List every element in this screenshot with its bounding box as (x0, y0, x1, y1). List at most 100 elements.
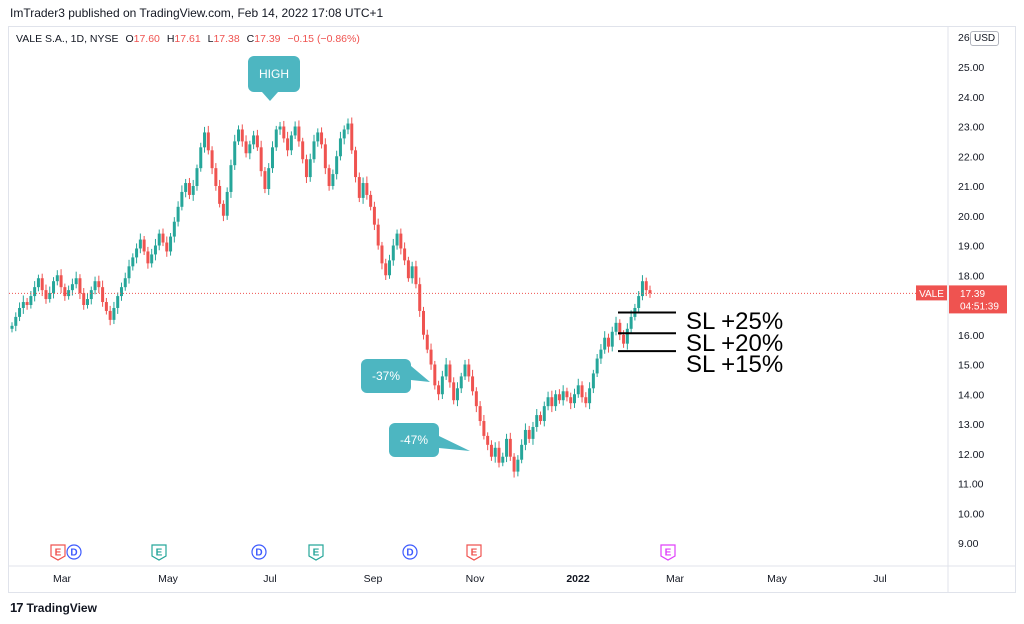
candle-body (440, 376, 444, 395)
y-tick-label: 18.00 (958, 270, 984, 282)
callout-label: -47% (400, 433, 428, 447)
callout-label: -37% (372, 369, 400, 383)
chart-frame (8, 26, 1016, 593)
y-tick-label: 11.00 (958, 479, 984, 491)
candle-body (10, 325, 14, 329)
candle-body (248, 144, 252, 154)
candle-body (482, 421, 486, 436)
candle-body (550, 397, 554, 407)
candle-body (150, 254, 154, 264)
earnings-event-icon (660, 544, 676, 561)
candle-body (252, 135, 256, 145)
candle-body (452, 382, 456, 401)
candle-body (418, 284, 422, 311)
symbol-legend: VALE S.A., 1D, NYSE O17.60 H17.61 L17.38… (16, 33, 360, 45)
candle-body (184, 183, 188, 192)
candle-body (131, 257, 135, 267)
y-tick-label: 22.00 (958, 151, 984, 163)
candle-body (467, 364, 471, 377)
candle-body (565, 391, 569, 398)
candle-body (516, 459, 520, 472)
candle-body (89, 290, 93, 300)
high-label: H (166, 33, 175, 45)
candle-body (546, 397, 550, 407)
event-letter: E (156, 548, 163, 559)
candle-body (70, 284, 74, 291)
candle-body (512, 456, 516, 472)
candle-body (218, 186, 222, 204)
x-tick-label: 2022 (566, 573, 590, 585)
currency-button[interactable]: USD (970, 31, 1000, 46)
candle-body (459, 376, 463, 389)
candle-body (119, 287, 123, 297)
candle-body (138, 239, 142, 249)
candle-body (595, 358, 599, 374)
candle-body (414, 266, 418, 285)
change-value: −0.15 (−0.86%) (287, 33, 360, 45)
candle-body (221, 203, 225, 216)
candle-body (463, 364, 467, 377)
symbol-name: VALE S.A., 1D, NYSE (16, 33, 119, 45)
y-tick-label: 24.00 (958, 92, 984, 104)
y-tick-label: 19.00 (958, 241, 984, 253)
candle-body (104, 302, 108, 311)
earnings-event-icon (466, 544, 482, 561)
candle-body (471, 376, 475, 392)
candle-body (161, 233, 165, 243)
candle-body (527, 429, 531, 439)
candle-body (63, 287, 67, 297)
candle-body (554, 394, 558, 407)
earnings-event-icon (50, 544, 66, 561)
candle-body (486, 435, 490, 445)
candle-body (561, 391, 565, 401)
candle-body (312, 141, 316, 160)
candle-body (112, 307, 116, 320)
candle-body (327, 168, 331, 186)
candle-body (388, 260, 392, 276)
candle-body (304, 159, 308, 178)
y-tick-label: 25.00 (958, 62, 984, 74)
candle-body (588, 388, 592, 404)
candle-body (637, 296, 641, 308)
candle-body (78, 278, 82, 294)
candle-body (52, 281, 56, 294)
candle-body (267, 168, 271, 189)
candle-body (380, 245, 384, 264)
candle-body (425, 334, 429, 350)
close-label: C (246, 33, 255, 45)
candle-body (214, 168, 218, 186)
candle-body (229, 165, 233, 192)
callout-box (389, 423, 439, 457)
x-tick-label: May (767, 573, 788, 585)
open-value: 17.60 (133, 33, 160, 45)
event-letter: D (406, 548, 413, 559)
candle-body (135, 248, 139, 258)
candle-body (86, 299, 90, 305)
x-tick-label: Sep (364, 573, 383, 585)
y-tick-label: 12.00 (958, 449, 984, 461)
callout-label: HIGH (259, 67, 289, 81)
candle-body (191, 186, 195, 195)
earnings-event-icon (151, 544, 167, 561)
candle-body (489, 444, 493, 457)
candle-body (376, 224, 380, 246)
candle-body (282, 126, 286, 139)
candle-body (203, 132, 207, 148)
tradingview-logo-icon: 17 (10, 600, 24, 615)
candle-body (259, 147, 263, 172)
candle-body (142, 239, 146, 252)
candle-body (82, 293, 86, 305)
candle-body (157, 233, 161, 246)
candle-body (18, 307, 22, 317)
event-letter: E (55, 548, 62, 559)
candle-body (116, 296, 120, 308)
callout-box (248, 56, 300, 92)
candle-body (603, 337, 607, 350)
candle-body (301, 141, 305, 160)
candle-body (421, 310, 425, 335)
candle-body (74, 278, 78, 285)
candle-body (584, 397, 588, 404)
candle-body (108, 310, 112, 320)
